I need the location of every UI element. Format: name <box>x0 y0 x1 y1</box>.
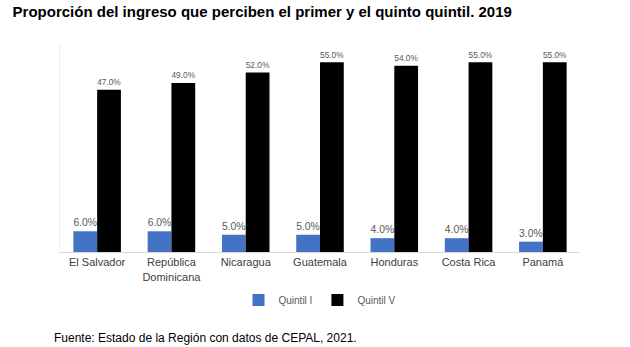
svg-text:6.0%: 6.0% <box>148 217 172 228</box>
svg-text:55.0%: 55.0% <box>469 50 493 60</box>
svg-text:Guatemala: Guatemala <box>293 256 348 268</box>
svg-text:47.0%: 47.0% <box>97 77 121 87</box>
svg-text:55.0%: 55.0% <box>320 50 344 60</box>
svg-text:Proporción del ingreso que per: Proporción del ingreso que perciben el p… <box>13 3 512 20</box>
svg-text:Honduras: Honduras <box>370 256 418 268</box>
svg-text:RepúblicaDominicana: RepúblicaDominicana <box>142 256 201 282</box>
svg-text:Panamá: Panamá <box>522 256 564 268</box>
svg-text:Fuente: Estado de la Región co: Fuente: Estado de la Región con datos de… <box>54 331 357 345</box>
svg-text:54.0%: 54.0% <box>394 53 418 63</box>
svg-text:Costa Rica: Costa Rica <box>442 256 497 268</box>
svg-text:El Salvador: El Salvador <box>69 256 126 268</box>
svg-text:55.0%: 55.0% <box>543 50 567 60</box>
svg-text:6.0%: 6.0% <box>73 217 97 228</box>
svg-text:4.0%: 4.0% <box>445 224 469 235</box>
svg-text:49.0%: 49.0% <box>171 70 195 80</box>
svg-text:5.0%: 5.0% <box>296 221 320 232</box>
svg-text:Nicaragua: Nicaragua <box>221 256 272 268</box>
svg-text:Quintil V: Quintil V <box>357 295 395 306</box>
svg-text:52.0%: 52.0% <box>246 60 270 70</box>
svg-text:4.0%: 4.0% <box>371 224 395 235</box>
svg-text:Quintil I: Quintil I <box>279 295 313 306</box>
svg-text:3.0%: 3.0% <box>519 228 543 239</box>
svg-text:5.0%: 5.0% <box>222 221 246 232</box>
